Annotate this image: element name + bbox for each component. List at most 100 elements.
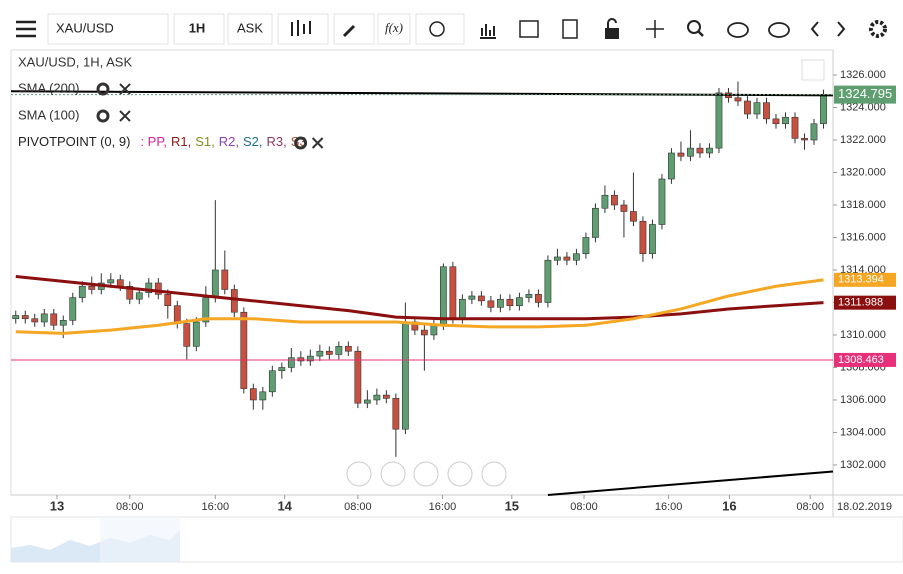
y-tick-label: 1326.000 bbox=[840, 69, 886, 81]
candle-body bbox=[164, 294, 172, 307]
back-button[interactable] bbox=[810, 21, 819, 37]
candle-body bbox=[753, 102, 761, 115]
y-tick-label: 1324.000 bbox=[840, 101, 886, 113]
candle-body bbox=[392, 398, 400, 430]
lock-button[interactable] bbox=[605, 18, 619, 39]
candle-body bbox=[259, 391, 267, 401]
candle-body bbox=[696, 147, 704, 154]
candle-body bbox=[278, 367, 286, 372]
crosshair-button[interactable] bbox=[646, 20, 664, 38]
candle-body bbox=[715, 92, 723, 149]
legend-remove bbox=[311, 137, 324, 149]
interval-select[interactable]: 1H bbox=[173, 13, 225, 45]
candle-body bbox=[734, 97, 742, 102]
symbol-select[interactable]: XAU/USD bbox=[47, 13, 169, 45]
candle-body bbox=[249, 388, 257, 401]
price-marker bbox=[834, 352, 896, 367]
plot bbox=[10, 74, 837, 499]
legend-settings[interactable] bbox=[96, 109, 110, 123]
nav-reset[interactable] bbox=[413, 461, 439, 487]
candle-body bbox=[573, 253, 580, 261]
candle-body bbox=[658, 178, 666, 225]
candle-body bbox=[297, 357, 305, 362]
interval: 1H bbox=[189, 20, 206, 35]
candle-body bbox=[677, 152, 685, 157]
candle-body bbox=[59, 320, 67, 326]
upload-button[interactable] bbox=[727, 22, 749, 38]
side: ASK bbox=[237, 20, 263, 35]
trend-line bbox=[547, 470, 834, 496]
candle-body bbox=[487, 300, 495, 308]
nav-zoom-out[interactable] bbox=[380, 461, 406, 487]
y-tick-label: 1310.000 bbox=[840, 329, 886, 341]
navigation-controls bbox=[346, 461, 507, 487]
price-marker-label: 1311.988 bbox=[838, 297, 883, 309]
pivot-name: PIVOTPOINT (0, 9) bbox=[18, 134, 130, 149]
sma-line bbox=[15, 278, 824, 335]
report-button[interactable] bbox=[562, 19, 578, 39]
candle-body bbox=[810, 123, 818, 141]
candle-body bbox=[478, 295, 485, 302]
candle-body bbox=[430, 324, 438, 336]
calendar-button[interactable] bbox=[519, 20, 539, 38]
indicator-button[interactable]: f(x) bbox=[377, 13, 411, 45]
candle-body bbox=[468, 295, 476, 300]
price-marker-label: 1313.394 bbox=[838, 274, 884, 286]
popout-button[interactable] bbox=[801, 59, 825, 81]
legend-entry: SMA (100) bbox=[18, 107, 79, 122]
draw-button[interactable] bbox=[333, 13, 375, 45]
candle-body bbox=[287, 357, 295, 368]
nav-right[interactable] bbox=[481, 461, 507, 487]
menu-button[interactable] bbox=[8, 12, 44, 44]
chart-type-button[interactable] bbox=[277, 13, 329, 45]
legend-entry: PIVOTPOINT (0, 9): PP, R1, S1, R2, S2, R3, S3 bbox=[18, 134, 307, 149]
y-tick-label: 1306.000 bbox=[840, 394, 886, 406]
candle-body bbox=[525, 294, 533, 298]
candle-body bbox=[211, 269, 219, 298]
x-tick-label: 16:00 bbox=[655, 501, 683, 513]
candle-body bbox=[202, 297, 210, 323]
price-marker bbox=[834, 295, 896, 310]
x-tick-label: 16 bbox=[722, 498, 736, 513]
candle-body bbox=[687, 147, 694, 157]
candle-body bbox=[192, 321, 200, 347]
price-marker bbox=[834, 85, 896, 104]
download-button[interactable] bbox=[768, 22, 790, 38]
y-tick-label: 1302.000 bbox=[840, 459, 886, 471]
y-tick-label: 1318.000 bbox=[840, 199, 886, 211]
y-tick-label: 1320.000 bbox=[840, 166, 886, 178]
x-tick-label: 15 bbox=[505, 498, 519, 513]
pivot-part: R3, bbox=[266, 134, 286, 149]
candle-body bbox=[544, 259, 552, 303]
nav-zoom-in[interactable] bbox=[447, 461, 473, 487]
candle-body bbox=[439, 266, 447, 326]
y-tick-label: 1322.000 bbox=[840, 134, 886, 146]
forward-button[interactable] bbox=[837, 21, 846, 37]
pivot-part: S1, bbox=[195, 134, 215, 149]
candle-body bbox=[801, 138, 808, 141]
candle-body bbox=[401, 321, 409, 430]
candle-body bbox=[639, 220, 647, 255]
candle-body bbox=[107, 279, 115, 284]
toolbar: XAU/USD 1H ASK f(x) bbox=[0, 0, 903, 45]
volume-button[interactable] bbox=[480, 24, 496, 39]
navigator-window[interactable] bbox=[100, 517, 180, 562]
candle-body bbox=[782, 116, 789, 125]
candle-body bbox=[126, 285, 134, 300]
candle-body bbox=[449, 266, 457, 320]
legend-settings[interactable] bbox=[294, 136, 308, 150]
zoom-button[interactable] bbox=[687, 20, 704, 37]
pivot-part: R2, bbox=[219, 134, 239, 149]
legend-settings[interactable] bbox=[96, 82, 110, 96]
side-select[interactable]: ASK bbox=[227, 13, 273, 45]
x-tick-label: 08:00 bbox=[570, 501, 598, 513]
candle-body bbox=[554, 256, 561, 261]
nav-left[interactable] bbox=[346, 461, 372, 487]
candle-body bbox=[325, 350, 333, 355]
settings-button[interactable] bbox=[869, 20, 887, 38]
candle-body bbox=[316, 350, 324, 357]
info-button[interactable] bbox=[415, 13, 465, 45]
x-tick-label: 08:00 bbox=[344, 501, 372, 513]
candle-body bbox=[535, 294, 542, 303]
candle-body bbox=[820, 94, 827, 125]
